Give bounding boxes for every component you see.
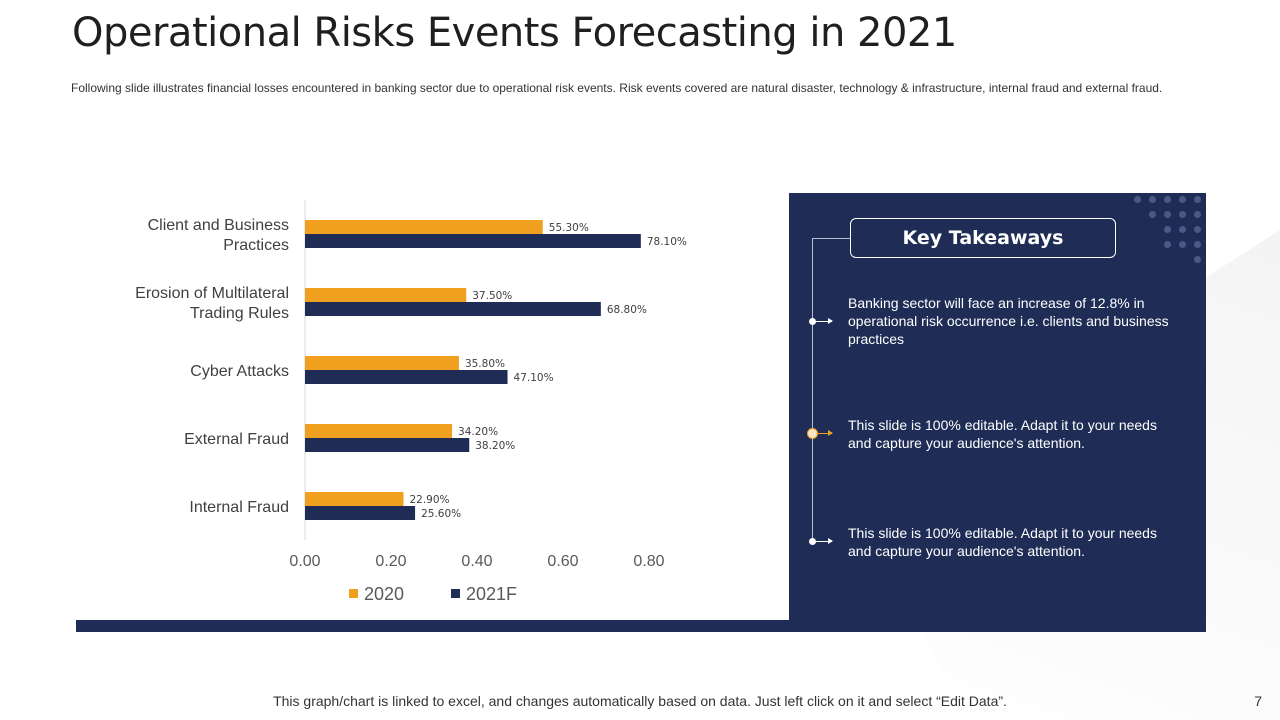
legend-swatch bbox=[349, 589, 358, 598]
category-label: Client and Business bbox=[148, 217, 289, 234]
takeaway-item-3: This slide is 100% editable. Adapt it to… bbox=[848, 525, 1157, 559]
dot bbox=[1194, 226, 1201, 233]
x-tick-label: 0.40 bbox=[461, 553, 492, 570]
key-takeaways-heading: Key Takeaways bbox=[850, 218, 1116, 258]
bar-2021F bbox=[305, 506, 416, 520]
dot bbox=[1164, 196, 1171, 203]
bar-2020 bbox=[305, 492, 404, 506]
bar-2021F bbox=[305, 438, 470, 452]
slide-title: Operational Risks Events Forecasting in … bbox=[72, 10, 957, 56]
dot bbox=[1164, 226, 1171, 233]
dot bbox=[1194, 256, 1201, 263]
x-tick-label: 0.20 bbox=[375, 553, 406, 570]
category-label: External Fraud bbox=[184, 431, 289, 448]
data-label: 38.20% bbox=[475, 440, 515, 452]
timeline-connector bbox=[812, 238, 850, 239]
category-label: Erosion of Multilateral bbox=[135, 285, 289, 302]
category-label: Cyber Attacks bbox=[190, 363, 289, 380]
timeline-marker-3 bbox=[809, 538, 816, 545]
dot bbox=[1164, 211, 1171, 218]
bar-2020 bbox=[305, 424, 453, 438]
takeaway-item-2: This slide is 100% editable. Adapt it to… bbox=[848, 417, 1157, 451]
timeline-line bbox=[812, 238, 813, 542]
bar-2021F bbox=[305, 302, 601, 316]
takeaway-item-1: Banking sector will face an increase of … bbox=[848, 295, 1169, 347]
bar-2020 bbox=[305, 288, 467, 302]
data-label: 55.30% bbox=[549, 222, 589, 234]
dot bbox=[1149, 196, 1156, 203]
page-number: 7 bbox=[1254, 693, 1262, 709]
bar-2020 bbox=[305, 356, 459, 370]
footer-note: This graph/chart is linked to excel, and… bbox=[273, 693, 1007, 709]
timeline-marker-1 bbox=[809, 318, 816, 325]
dot bbox=[1179, 196, 1186, 203]
data-label: 78.10% bbox=[647, 236, 687, 248]
category-label: Trading Rules bbox=[190, 305, 289, 322]
bar-2021F bbox=[305, 234, 641, 248]
x-tick-label: 0.00 bbox=[289, 553, 320, 570]
dot bbox=[1194, 196, 1201, 203]
data-label: 35.80% bbox=[465, 358, 505, 370]
dot bbox=[1194, 241, 1201, 248]
dot bbox=[1194, 211, 1201, 218]
category-label: Practices bbox=[223, 237, 289, 254]
data-label: 68.80% bbox=[607, 304, 647, 316]
base-accent-bar bbox=[76, 620, 790, 632]
arrow-right-icon bbox=[816, 538, 833, 544]
bar-2021F bbox=[305, 370, 508, 384]
arrow-right-icon bbox=[816, 430, 833, 436]
dot bbox=[1164, 241, 1171, 248]
slide-subtitle: Following slide illustrates financial lo… bbox=[71, 81, 1163, 95]
dot bbox=[1134, 196, 1141, 203]
legend-label: 2021F bbox=[466, 584, 517, 604]
x-tick-label: 0.80 bbox=[633, 553, 664, 570]
legend-swatch bbox=[451, 589, 460, 598]
dot bbox=[1179, 211, 1186, 218]
data-label: 37.50% bbox=[472, 290, 512, 302]
data-label: 22.90% bbox=[409, 494, 449, 506]
data-label: 25.60% bbox=[421, 508, 461, 520]
dot bbox=[1149, 211, 1156, 218]
bar-2020 bbox=[305, 220, 543, 234]
x-tick-label: 0.60 bbox=[547, 553, 578, 570]
dots-pattern-decoration bbox=[1134, 196, 1206, 272]
data-label: 34.20% bbox=[458, 426, 498, 438]
data-label: 47.10% bbox=[514, 372, 554, 384]
arrow-right-icon bbox=[816, 318, 833, 324]
dot bbox=[1179, 241, 1186, 248]
key-takeaways-panel bbox=[789, 193, 1206, 632]
bar-chart[interactable]: Client and Business Practices 55.30% 78.10%… bbox=[0, 0, 790, 620]
dot bbox=[1179, 226, 1186, 233]
category-label: Internal Fraud bbox=[189, 499, 289, 516]
legend-label: 2020 bbox=[364, 584, 404, 604]
